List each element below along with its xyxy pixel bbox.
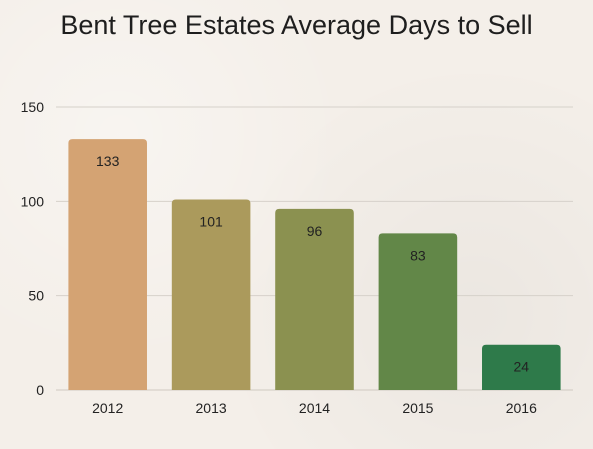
data-label-2014: 96 bbox=[307, 223, 323, 239]
y-tick-label-150: 150 bbox=[21, 99, 45, 115]
data-labels: 133 101 96 83 24 bbox=[96, 153, 529, 375]
x-tick-label-2016: 2016 bbox=[506, 400, 537, 416]
data-label-2012: 133 bbox=[96, 153, 120, 169]
bar-2016 bbox=[482, 344, 561, 390]
data-label-2016: 24 bbox=[514, 359, 530, 375]
x-axis-tick-labels: 2012 2013 2014 2015 2016 bbox=[92, 400, 537, 416]
bars bbox=[68, 139, 561, 390]
y-axis-tick-labels: 0 50 100 150 bbox=[21, 99, 45, 398]
chart-title: Bent Tree Estates Average Days to Sell bbox=[60, 10, 533, 40]
y-tick-label-0: 0 bbox=[36, 382, 44, 398]
y-tick-label-100: 100 bbox=[21, 193, 45, 209]
x-tick-label-2012: 2012 bbox=[92, 400, 123, 416]
bar-2015 bbox=[378, 233, 458, 390]
x-tick-label-2015: 2015 bbox=[402, 400, 433, 416]
bar-2013 bbox=[171, 199, 251, 390]
bar-2014 bbox=[275, 208, 354, 390]
bar-2012 bbox=[68, 139, 147, 390]
y-tick-label-50: 50 bbox=[28, 288, 44, 304]
x-tick-label-2013: 2013 bbox=[196, 400, 227, 416]
x-tick-label-2014: 2014 bbox=[299, 400, 330, 416]
data-label-2015: 83 bbox=[410, 247, 426, 263]
data-label-2013: 101 bbox=[199, 213, 223, 229]
